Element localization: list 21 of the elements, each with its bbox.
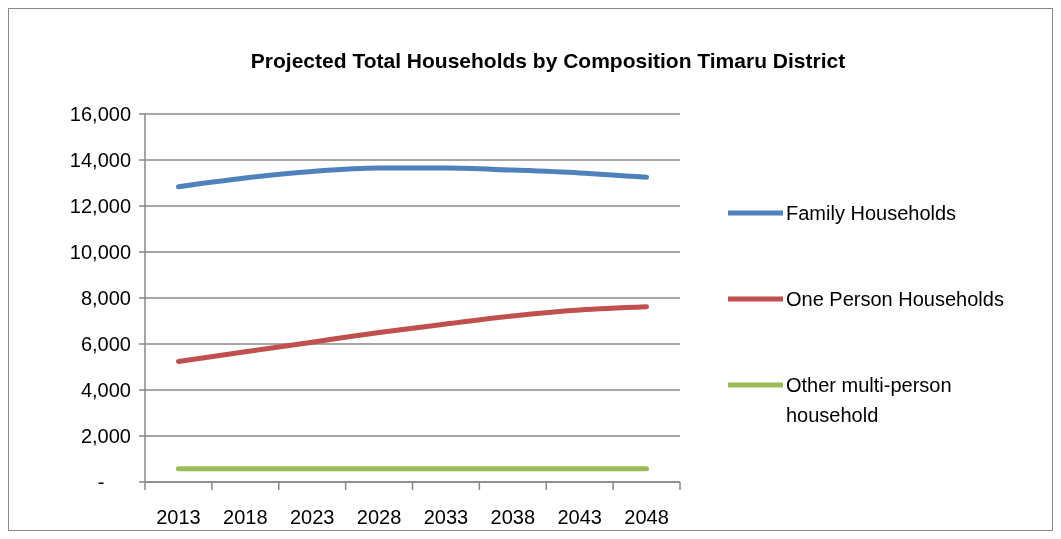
- x-tick-label: 2028: [356, 506, 402, 528]
- x-tick-label: 2023: [289, 506, 335, 528]
- legend-label: Family Households: [786, 202, 957, 224]
- x-tick-label: 2018: [223, 506, 268, 528]
- y-tick-label: 14,000: [69, 149, 131, 171]
- y-tick-label: -: [97, 471, 105, 493]
- x-tick-label: 2038: [490, 506, 536, 528]
- y-tick-label: 2,000: [80, 425, 131, 447]
- y-tick-label: 4,000: [80, 379, 131, 401]
- x-tick-label: 2013: [156, 506, 201, 528]
- y-tick-label: 16,000: [69, 103, 131, 125]
- y-tick-label: 12,000: [69, 195, 131, 217]
- chart-title: Projected Total Households by Composition Timaru District: [250, 49, 846, 72]
- x-tick-label: 2048: [624, 506, 669, 528]
- y-tick-label: 10,000: [69, 241, 131, 263]
- legend-label: One Person Households: [786, 288, 1004, 310]
- legend-label: Other multi-person household: [786, 374, 952, 426]
- y-tick-label: 6,000: [80, 333, 131, 355]
- x-tick-label: 2033: [423, 506, 469, 528]
- x-tick-label: 2043: [557, 506, 602, 528]
- y-tick-label: 8,000: [80, 287, 131, 309]
